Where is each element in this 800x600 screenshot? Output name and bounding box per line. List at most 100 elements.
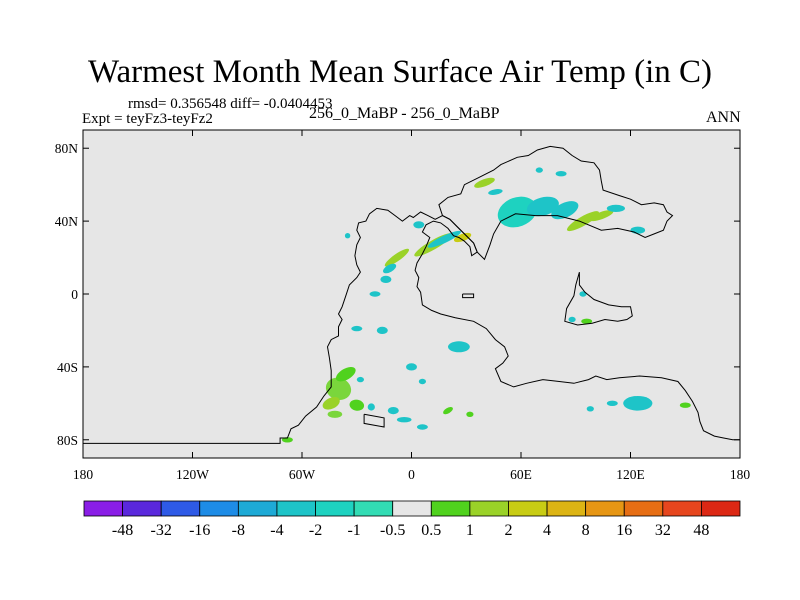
- anomaly-patch-25: [418, 378, 426, 385]
- colorbar-swatch: [276, 500, 316, 517]
- coastline-small-island: [462, 293, 475, 299]
- x-tick-label: 180: [730, 467, 751, 482]
- colorbar-label: 2: [504, 522, 512, 539]
- stats-label: rmsd= 0.356548 diff= -0.0404453: [128, 96, 333, 112]
- colorbar-swatch: [83, 500, 123, 517]
- anomaly-patch-33: [630, 226, 646, 234]
- colorbar-label: -8: [232, 522, 245, 539]
- anomaly-patch-39: [568, 316, 576, 323]
- colorbar-swatch: [122, 500, 162, 517]
- coastline-layer: [83, 145, 740, 458]
- anomaly-patch-32: [606, 204, 626, 212]
- colorbar-label: 32: [655, 522, 671, 539]
- colorbar-swatch: [546, 500, 587, 517]
- x-tick-label: 0: [408, 467, 415, 482]
- axes: 180 120W 60W 0 60E 120E 180 80N 40N 0 40S 80S: [55, 130, 751, 482]
- anomaly-patch-3: [349, 399, 365, 411]
- anomaly-patch-10: [416, 424, 428, 430]
- x-tick-label: 120E: [616, 467, 645, 482]
- anomaly-patch-26: [344, 233, 351, 239]
- colorbar-swatch: [392, 500, 432, 517]
- colorbar-swatch: [160, 500, 201, 517]
- colorbar-swatch: [701, 500, 741, 517]
- anomaly-patch-42: [606, 400, 618, 406]
- experiment-label: Expt = teyFz3-teyFz2: [82, 111, 213, 127]
- colorbar-label: -0.5: [380, 522, 405, 539]
- anomaly-patch-12: [466, 411, 474, 417]
- x-tick-label: 60E: [510, 467, 532, 482]
- anomaly-patch-23: [406, 363, 417, 371]
- x-tick-label: 180: [73, 467, 94, 482]
- anomaly-patch-15: [383, 263, 397, 274]
- anomaly-patch-21: [351, 325, 363, 332]
- anomaly-patch-13: [380, 275, 392, 283]
- colorbar-swatch: [353, 500, 394, 517]
- anomaly-patch-43: [679, 402, 691, 408]
- y-tick-label: 0: [71, 287, 78, 302]
- colorbar-label: 48: [693, 522, 709, 539]
- colorbar-label: 1: [466, 522, 474, 539]
- colorbar-label: -4: [270, 522, 283, 539]
- anomaly-patch-0: [325, 377, 352, 400]
- anomaly-patch-5: [367, 403, 375, 411]
- anomaly-patch-22: [376, 326, 388, 334]
- colorbar-label: 16: [616, 522, 632, 539]
- anomaly-patch-7: [356, 376, 364, 383]
- colorbar-swatch: [662, 500, 702, 517]
- colorbar-label: -32: [151, 522, 172, 539]
- colorbar-label: -48: [112, 522, 133, 539]
- anomaly-patch-31: [589, 210, 614, 222]
- colorbar-label: -16: [189, 522, 210, 539]
- anomaly-patch-30: [566, 211, 600, 232]
- colorbar-swatch: [508, 500, 548, 517]
- colorbar-label: -2: [309, 522, 322, 539]
- anomaly-patch-18: [413, 221, 425, 229]
- anomaly-layer: [281, 167, 691, 443]
- anomaly-patch-27: [497, 196, 537, 228]
- anomaly-patch-28: [526, 196, 559, 217]
- x-tick-label: 60W: [289, 467, 316, 482]
- colorbar-swatch: [315, 500, 355, 517]
- subtitle-label: 256_0_MaBP - 256_0_MaBP: [309, 105, 500, 122]
- anomaly-patch-2: [322, 397, 340, 410]
- colorbar-label: 0.5: [421, 522, 441, 539]
- anomaly-patch-4: [327, 410, 343, 418]
- colorbar-swatch: [623, 500, 664, 517]
- anomaly-patch-24: [448, 341, 470, 353]
- coastline-antarctic-island: [363, 413, 385, 428]
- anomaly-patch-37: [535, 167, 543, 173]
- period-label: ANN: [706, 109, 741, 126]
- anomaly-patch-1: [335, 366, 356, 382]
- anomaly-patch-14: [384, 248, 410, 267]
- anomaly-patch-9: [396, 417, 412, 423]
- anomaly-patch-38: [581, 318, 593, 324]
- coastline-south-china: [564, 271, 633, 326]
- coastline-cathaysia-north: [438, 145, 674, 261]
- colorbar-swatch: [430, 500, 471, 517]
- anomaly-patch-11: [443, 406, 453, 415]
- anomaly-patch-35: [488, 189, 503, 195]
- colorbar-swatch: [469, 500, 509, 517]
- anomaly-patch-20: [369, 291, 381, 297]
- anomaly-patch-6: [387, 407, 399, 415]
- y-tick-label: 40N: [55, 214, 79, 229]
- y-tick-label: 40S: [57, 360, 78, 375]
- colorbar-label: 4: [543, 522, 551, 539]
- y-tick-label: 80S: [57, 433, 78, 448]
- coastline-pangaea: [83, 207, 740, 458]
- chart-title: Warmest Month Mean Surface Air Temp (in …: [87, 54, 713, 90]
- x-tick-label: 120W: [176, 467, 209, 482]
- colorbar-label: -1: [347, 522, 360, 539]
- y-tick-label: 80N: [55, 141, 79, 156]
- anomaly-patch-44: [586, 406, 594, 412]
- anomaly-patch-41: [623, 396, 653, 411]
- colorbar-swatch: [585, 500, 625, 517]
- colorbar: -48 -32 -16 -8 -4 -2 -1 -0.5 0.5 1 2 4 8 16 32 48: [83, 500, 741, 539]
- colorbar-swatch: [199, 500, 239, 517]
- anomaly-patch-19: [453, 232, 472, 243]
- colorbar-swatch: [237, 500, 278, 517]
- colorbar-label: 8: [582, 522, 590, 539]
- anomaly-patch-36: [555, 171, 567, 177]
- anomaly-patch-34: [474, 177, 495, 188]
